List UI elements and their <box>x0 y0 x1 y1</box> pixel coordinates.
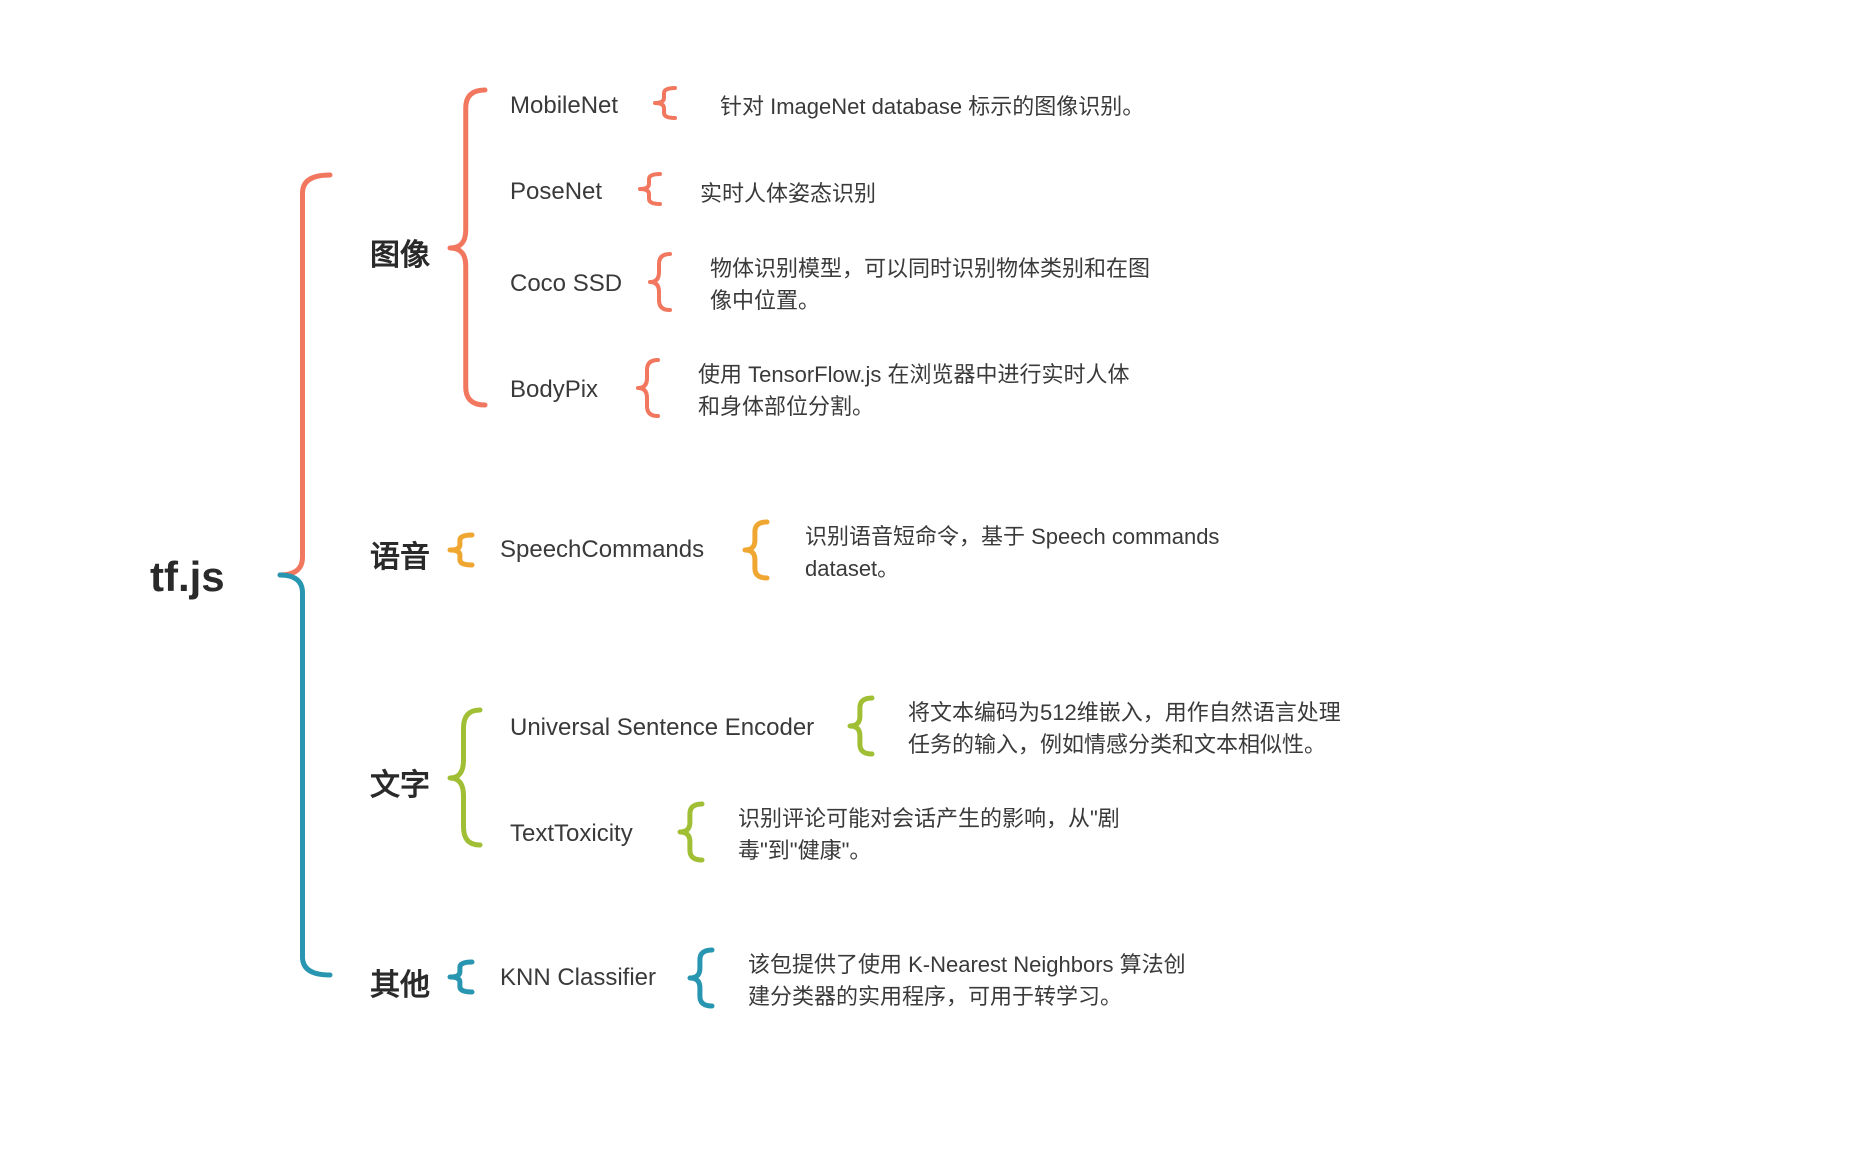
tree-diagram: tf.js 图像MobileNet针对 ImageNet database 标示… <box>0 0 1860 1154</box>
item-desc-other-0: 该包提供了使用 K-Nearest Neighbors 算法创建分类器的实用程序… <box>748 949 1188 1013</box>
